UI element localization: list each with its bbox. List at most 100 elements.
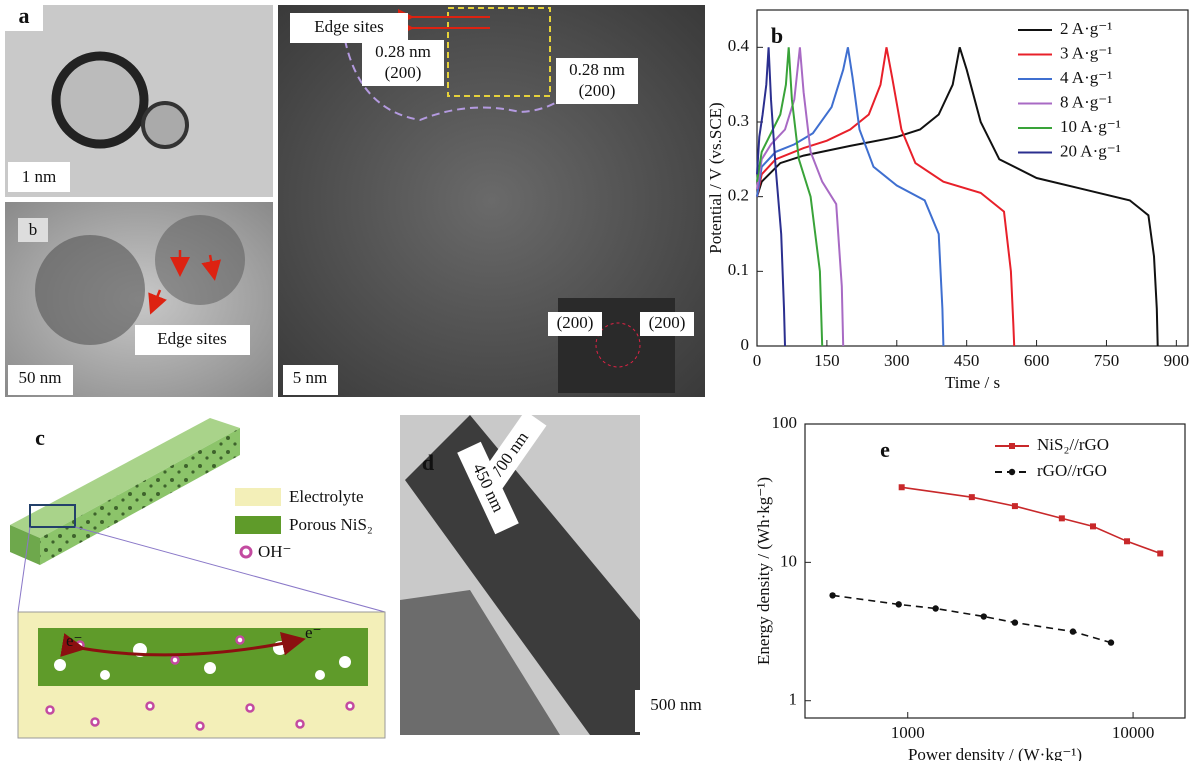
annotation: 0.28 nm	[569, 60, 625, 79]
point	[1069, 628, 1077, 635]
point	[829, 592, 836, 599]
x-tick-label: 0	[753, 351, 762, 370]
label-box	[548, 312, 602, 336]
legend-label: 4 A·g⁻¹	[1060, 68, 1112, 87]
electron: e⁻	[305, 623, 322, 642]
zoom-line	[17, 526, 31, 613]
nanorod	[400, 590, 560, 735]
label-box	[18, 218, 48, 242]
legend-swatch	[235, 516, 281, 534]
x-tick-label: 900	[1164, 351, 1190, 370]
x-tick-label: 750	[1094, 351, 1120, 370]
arrow	[201, 254, 222, 281]
electron: e⁻	[66, 631, 83, 650]
zoom-box	[29, 504, 76, 528]
label-box	[8, 365, 73, 395]
x-axis-label: Time / s	[945, 373, 1000, 392]
legend-label: 3 A·g⁻¹	[1060, 43, 1112, 62]
series-line	[901, 486, 1161, 555]
series-line	[756, 47, 1016, 347]
label-box	[283, 365, 338, 395]
point	[1011, 503, 1018, 510]
rod-end	[10, 525, 40, 565]
point	[1107, 639, 1115, 646]
plot-frame	[804, 423, 1186, 719]
scale-bar-label: 50 nm	[19, 368, 62, 387]
y-tick-label: 0.1	[728, 260, 749, 279]
series-line	[756, 47, 786, 347]
annotation: (200)	[557, 313, 594, 332]
edge-outline	[344, 39, 581, 122]
zoom-box	[447, 7, 551, 97]
panel-label: b	[771, 23, 783, 48]
y-axis-label: Potential / V (vs.SCE)	[706, 102, 725, 253]
sub-label: b	[29, 220, 38, 239]
label-box	[135, 325, 250, 355]
x-axis-label: Power density / (W·kg⁻¹)	[908, 745, 1082, 761]
legend-swatch	[235, 488, 281, 506]
label-box	[5, 5, 43, 31]
series-line	[832, 594, 1112, 644]
legend-swatch	[239, 545, 253, 559]
legend-label: 8 A·g⁻¹	[1060, 92, 1112, 111]
x-tick-label: 300	[884, 351, 910, 370]
label-box	[640, 312, 694, 336]
panel-label: e	[880, 437, 890, 462]
aggregate	[35, 235, 145, 345]
legend-label: 2 A·g⁻¹	[1060, 19, 1112, 38]
point	[932, 605, 939, 612]
point	[968, 494, 975, 501]
point	[895, 601, 902, 608]
panel-label: c	[35, 425, 45, 450]
fft-ring	[595, 322, 641, 368]
legend-label: Porous NiS₂	[289, 515, 373, 534]
y-tick-label: 100	[772, 413, 798, 432]
legend-label: rGO//rGO	[1037, 461, 1107, 480]
series-line	[756, 47, 824, 347]
y-tick-label: 0.2	[728, 186, 749, 205]
y-tick-label: 0.4	[728, 36, 750, 55]
point	[980, 613, 987, 620]
legend-marker	[1008, 468, 1016, 476]
scale-bar-label: 500 nm	[650, 695, 701, 714]
arrow	[148, 289, 167, 315]
panel-c: c e⁻ e⁻ Electrolyte Porous NiS₂ OH⁻	[10, 418, 386, 739]
point	[1058, 515, 1065, 522]
label-box	[635, 690, 717, 732]
label-box	[556, 58, 638, 104]
particle	[51, 51, 149, 149]
electron-path	[60, 631, 306, 657]
point	[1090, 523, 1097, 530]
legend-label: 10 A·g⁻¹	[1060, 117, 1121, 136]
annotation: Edge sites	[314, 17, 383, 36]
y-tick-label: 1	[789, 690, 798, 709]
annotation: (200)	[649, 313, 686, 332]
label-box	[457, 441, 519, 535]
annotation: Edge sites	[157, 329, 226, 348]
rod-top	[10, 418, 240, 538]
charts: 0 150 300 450 600 750 900 0 0.1 0.2 0.3 0.4 Time / s…	[706, 9, 1190, 761]
panel-d: d 700 nm 450 nm 500 nm	[400, 410, 717, 735]
y-tick-label: 10	[780, 551, 797, 570]
aggregate	[155, 215, 245, 305]
legend-marker	[1009, 443, 1015, 449]
label-box	[290, 13, 408, 43]
nanorod	[405, 415, 640, 735]
series-line	[756, 47, 945, 347]
y-axis-label: Energy density / (Wh·kg⁻¹)	[754, 477, 773, 665]
panel-label: a	[19, 3, 30, 28]
panel-label: d	[422, 450, 434, 475]
point	[1157, 550, 1164, 557]
legend-label: OH⁻	[258, 542, 292, 561]
legend-label: Electrolyte	[289, 487, 364, 506]
x-tick-label: 150	[814, 351, 840, 370]
x-tick-label: 10000	[1112, 723, 1155, 742]
x-tick-label: 1000	[891, 723, 925, 742]
series-line	[756, 47, 845, 347]
panel-a: a b 1 nm 50 nm Edge sites 5 nm Edge site…	[5, 3, 705, 397]
point	[1124, 538, 1131, 545]
zoom-line	[74, 526, 386, 613]
label-box	[8, 162, 70, 192]
annotation: 0.28 nm	[375, 42, 431, 61]
label-box	[362, 40, 444, 86]
